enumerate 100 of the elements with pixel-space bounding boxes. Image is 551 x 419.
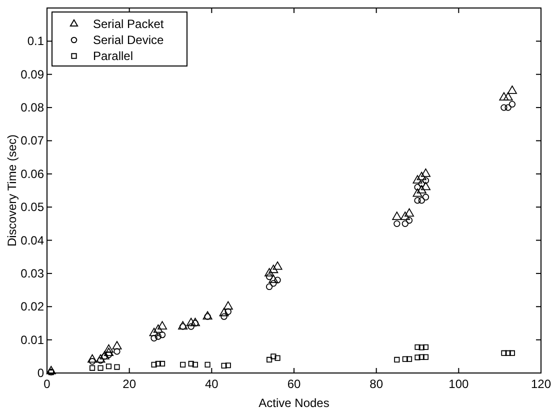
point: [418, 180, 425, 188]
point: [394, 356, 400, 363]
legend-label: Parallel: [93, 49, 134, 63]
point: [106, 364, 112, 370]
point: [274, 276, 281, 284]
point: [402, 220, 408, 228]
point: [420, 182, 430, 190]
point: [154, 333, 162, 340]
point: [504, 104, 512, 111]
point: [96, 354, 106, 363]
point: [499, 92, 509, 101]
point: [414, 344, 420, 350]
point: [219, 308, 229, 316]
x-tick-label: 60: [287, 377, 301, 391]
point: [98, 365, 104, 371]
point: [46, 366, 56, 374]
point: [503, 92, 513, 101]
point: [508, 100, 516, 108]
x-axis-title: Active Nodes: [258, 396, 330, 410]
y-tick-label: 0.03: [20, 266, 44, 280]
point: [404, 208, 414, 217]
point: [392, 212, 402, 220]
point: [266, 356, 272, 363]
point: [153, 324, 163, 333]
point: [104, 344, 114, 353]
point: [509, 350, 515, 356]
legend-label: Serial Device: [93, 33, 164, 47]
point: [418, 344, 424, 350]
point: [88, 354, 98, 363]
point: [264, 268, 274, 276]
point: [412, 188, 422, 197]
point: [88, 358, 96, 365]
point: [422, 354, 429, 360]
point: [220, 313, 228, 320]
point: [204, 362, 210, 368]
point: [104, 348, 114, 356]
point: [112, 341, 122, 350]
y-tick-label: 0.02: [20, 300, 44, 314]
point: [420, 168, 430, 177]
point: [400, 212, 410, 220]
x-tick-label: 20: [122, 377, 136, 391]
y-tick-label: 0.05: [20, 200, 44, 214]
point: [186, 318, 196, 326]
point: [422, 194, 430, 200]
point: [188, 323, 194, 330]
point: [223, 301, 233, 310]
point: [268, 264, 278, 274]
point: [272, 261, 282, 270]
point: [416, 185, 426, 194]
point: [114, 348, 120, 355]
point: [158, 332, 166, 338]
point: [416, 172, 426, 180]
point: [114, 364, 120, 370]
point: [270, 280, 277, 287]
legend-label: Serial Packet: [93, 17, 164, 31]
point: [422, 177, 430, 184]
point: [151, 362, 157, 368]
point: [221, 362, 227, 368]
point: [180, 362, 186, 368]
point: [500, 104, 508, 111]
x-tick-label: 80: [370, 377, 384, 391]
point: [155, 360, 161, 367]
point: [501, 350, 507, 356]
point: [406, 356, 412, 362]
point: [412, 175, 422, 184]
y-tick-label: 0.04: [20, 233, 44, 248]
y-tick-label: 0.08: [20, 100, 44, 115]
x-tick-label: 40: [204, 377, 219, 391]
point: [159, 360, 166, 367]
x-tick-label: 120: [530, 377, 551, 391]
point: [268, 274, 278, 284]
point: [266, 273, 273, 280]
point: [422, 344, 429, 350]
point: [414, 197, 421, 204]
point: [507, 86, 517, 94]
y-tick-label: 0.09: [20, 67, 44, 82]
point: [414, 354, 420, 360]
point: [192, 362, 198, 368]
point: [274, 355, 280, 361]
x-tick-label: 100: [448, 377, 469, 391]
point: [266, 283, 273, 290]
point: [89, 365, 96, 371]
point: [158, 321, 168, 330]
point: [188, 360, 194, 367]
y-tick-label: 0.07: [20, 134, 44, 148]
point: [149, 328, 159, 336]
point: [150, 334, 158, 342]
point: [406, 217, 413, 224]
point: [402, 356, 408, 362]
point: [105, 351, 112, 358]
point: [505, 350, 511, 356]
y-tick-label: 0.1: [27, 34, 44, 48]
point: [418, 354, 424, 360]
point: [414, 184, 421, 191]
y-tick-label: 0.01: [20, 332, 44, 347]
y-tick-label: 0.06: [20, 166, 44, 181]
y-axis-title: Discovery Time (sec): [5, 134, 19, 247]
point: [418, 197, 425, 204]
y-tick-label: 0: [37, 366, 44, 380]
point: [225, 362, 231, 368]
